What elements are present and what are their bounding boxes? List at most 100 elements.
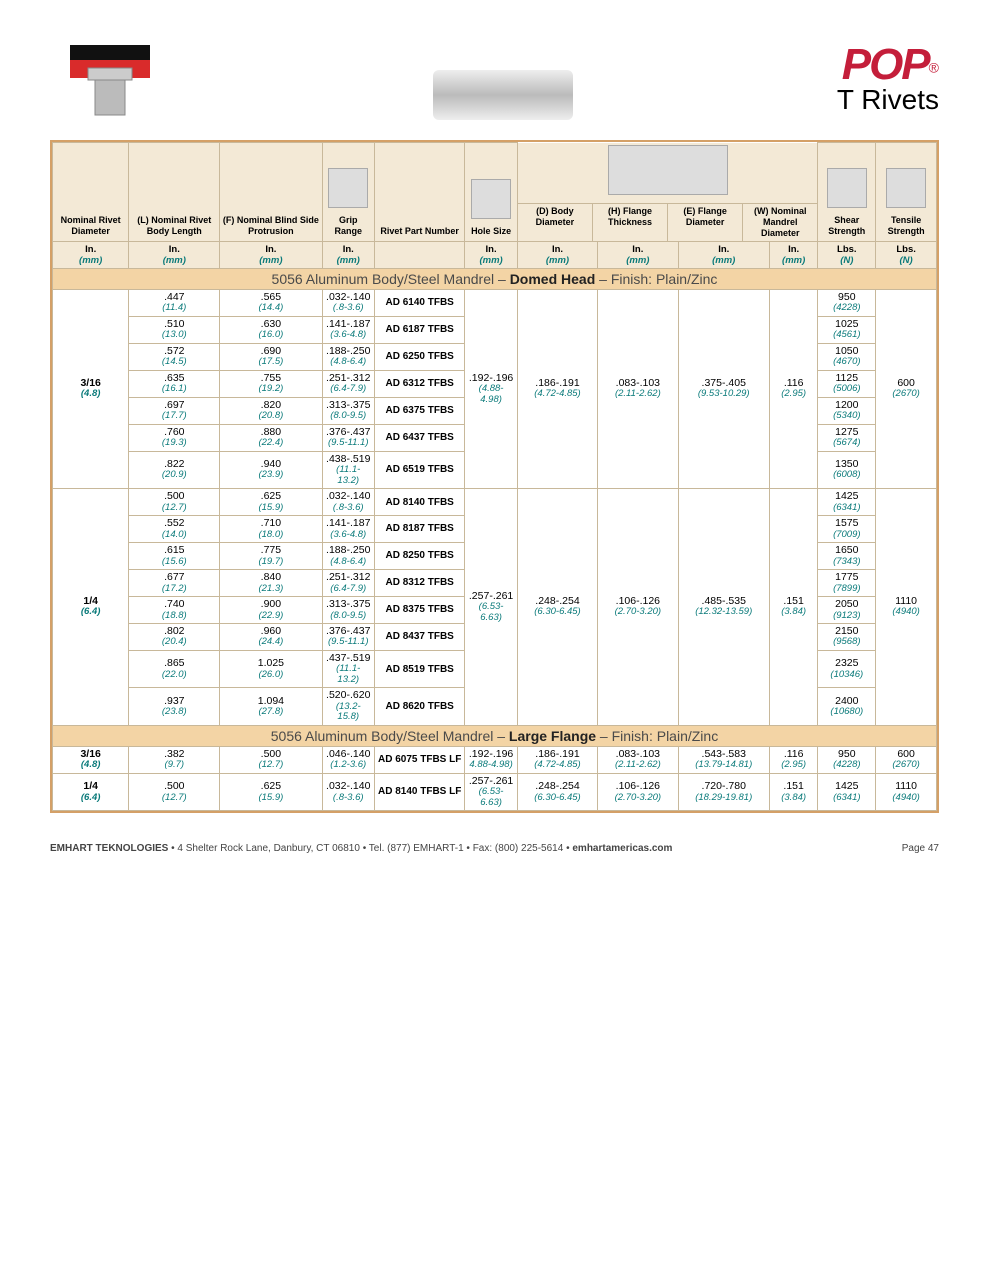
cell: .775(19.7) (220, 542, 322, 569)
cell: .447(11.4) (129, 289, 220, 316)
cell: .116(2.95) (769, 746, 817, 773)
cell: .937(23.8) (129, 688, 220, 725)
product-icon (50, 40, 170, 120)
brand-subtitle: T Rivets (837, 84, 939, 116)
cell: .615(15.6) (129, 542, 220, 569)
cell: .046-.140(1.2-3.6) (322, 746, 374, 773)
col-unit: In.(mm) (598, 241, 678, 268)
cell: .151(3.84) (769, 773, 817, 810)
table-row: 1/4(6.4).500(12.7).625(15.9).032-.140(.8… (53, 773, 937, 810)
spec-table-frame: Nominal Rivet Diameter (L) Nominal Rivet… (50, 140, 939, 813)
cell: 1110(4940) (876, 773, 937, 810)
cell: .520-.620(13.2-15.8) (322, 688, 374, 725)
col-unit: In.(mm) (129, 241, 220, 268)
rivet-photo (433, 70, 573, 120)
cell: .083-.103(2.11-2.62) (598, 289, 678, 488)
table-row: 1/4(6.4).500(12.7).625(15.9).032-.140(.8… (53, 489, 937, 516)
cell-part: AD 8312 TFBS (374, 569, 464, 596)
cell-part: AD 8187 TFBS (374, 516, 464, 543)
cell: 1275(5674) (818, 424, 876, 451)
cell: .141-.187(3.6-4.8) (322, 316, 374, 343)
cell: .822(20.9) (129, 451, 220, 488)
cell: 1350(6008) (818, 451, 876, 488)
cell: 1.094(27.8) (220, 688, 322, 725)
cell: .565(14.4) (220, 289, 322, 316)
col-hdr: Grip Range (322, 143, 374, 242)
cell: .960(24.4) (220, 623, 322, 650)
col-hdr: Shear Strength (818, 143, 876, 242)
cell: .820(20.8) (220, 397, 322, 424)
cell: 1.025(26.0) (220, 650, 322, 687)
cell: .106-.126(2.70-3.20) (598, 773, 678, 810)
col-unit: Lbs.(N) (876, 241, 937, 268)
cell: 1025(4561) (818, 316, 876, 343)
cell: .141-.187(3.6-4.8) (322, 516, 374, 543)
cell: .376-.437(9.5-11.1) (322, 424, 374, 451)
cell: .572(14.5) (129, 343, 220, 370)
cell: .635(16.1) (129, 370, 220, 397)
col-unit: In.(mm) (322, 241, 374, 268)
cell: .313-.375(8.0-9.5) (322, 397, 374, 424)
cell: .186-.191(4.72-4.85) (517, 746, 597, 773)
cell: 600(2670) (876, 289, 937, 488)
cell-part: AD 6375 TFBS (374, 397, 464, 424)
cell: .940(23.9) (220, 451, 322, 488)
cell: 2050(9123) (818, 596, 876, 623)
cell-diameter: 3/16(4.8) (53, 746, 129, 773)
cell: .032-.140(.8-3.6) (322, 489, 374, 516)
cell-part: AD 6519 TFBS (374, 451, 464, 488)
cell: .760(19.3) (129, 424, 220, 451)
cell: 1575(7009) (818, 516, 876, 543)
cell-part: AD 6312 TFBS (374, 370, 464, 397)
cell: .802(20.4) (129, 623, 220, 650)
cell: .437-.519(11.1-13.2) (322, 650, 374, 687)
cell: .192-.1964.88-4.98) (465, 746, 517, 773)
cell: .151(3.84) (769, 489, 817, 726)
col-unit: Lbs.(N) (818, 241, 876, 268)
tensile-diagram-icon (886, 168, 926, 208)
cell: 950(4228) (818, 289, 876, 316)
cell: 1425(6341) (818, 489, 876, 516)
cell: .032-.140(.8-3.6) (322, 773, 374, 810)
cell: .755(19.2) (220, 370, 322, 397)
footer-text: EMHART TEKNOLOGIES • 4 Shelter Rock Lane… (50, 843, 672, 854)
col-hdr: Hole Size (465, 143, 517, 242)
col-hdr: Tensile Strength (876, 143, 937, 242)
cell-part: AD 8140 TFBS LF (374, 773, 464, 810)
cell: .740(18.8) (129, 596, 220, 623)
cell: .186-.191(4.72-4.85) (517, 289, 597, 488)
cell-part: AD 6075 TFBS LF (374, 746, 464, 773)
col-hdr: (F) Nominal Blind Side Protrusion (220, 143, 322, 242)
brand-block: POP® T Rivets (837, 40, 939, 116)
cell-part: AD 6437 TFBS (374, 424, 464, 451)
cell: 2325(10346) (818, 650, 876, 687)
col-unit: In.(mm) (769, 241, 817, 268)
cell-part: AD 6187 TFBS (374, 316, 464, 343)
cell: 1125(5006) (818, 370, 876, 397)
table-row: 3/16(4.8).447(11.4).565(14.4).032-.140(.… (53, 289, 937, 316)
cell: .106-.126(2.70-3.20) (598, 489, 678, 726)
cell: .552(14.0) (129, 516, 220, 543)
col-hdr: (L) Nominal Rivet Body Length (129, 143, 220, 242)
cell: .248-.254(6.30-6.45) (517, 773, 597, 810)
cell: .251-.312(6.4-7.9) (322, 370, 374, 397)
cell-part: AD 8519 TFBS (374, 650, 464, 687)
cell-diameter: 1/4(6.4) (53, 773, 129, 810)
page-footer: EMHART TEKNOLOGIES • 4 Shelter Rock Lane… (50, 843, 939, 854)
cell: .697(17.7) (129, 397, 220, 424)
brand-reg: ® (929, 60, 939, 76)
cell-part: AD 8437 TFBS (374, 623, 464, 650)
section-header: 5056 Aluminum Body/Steel Mandrel – Domed… (53, 268, 937, 289)
cell: .188-.250(4.8-6.4) (322, 542, 374, 569)
cell-part: AD 8375 TFBS (374, 596, 464, 623)
cell: .500(12.7) (220, 746, 322, 773)
page-number: Page 47 (902, 843, 939, 854)
cell-part: AD 8140 TFBS (374, 489, 464, 516)
col-unit: In.(mm) (517, 241, 597, 268)
cell: .880(22.4) (220, 424, 322, 451)
page-header: POP® T Rivets (50, 40, 939, 120)
rivet-diagram-icon (608, 145, 728, 195)
cell: .375-.405(9.53-10.29) (678, 289, 769, 488)
cell: .510(13.0) (129, 316, 220, 343)
spec-table: Nominal Rivet Diameter (L) Nominal Rivet… (52, 142, 937, 811)
